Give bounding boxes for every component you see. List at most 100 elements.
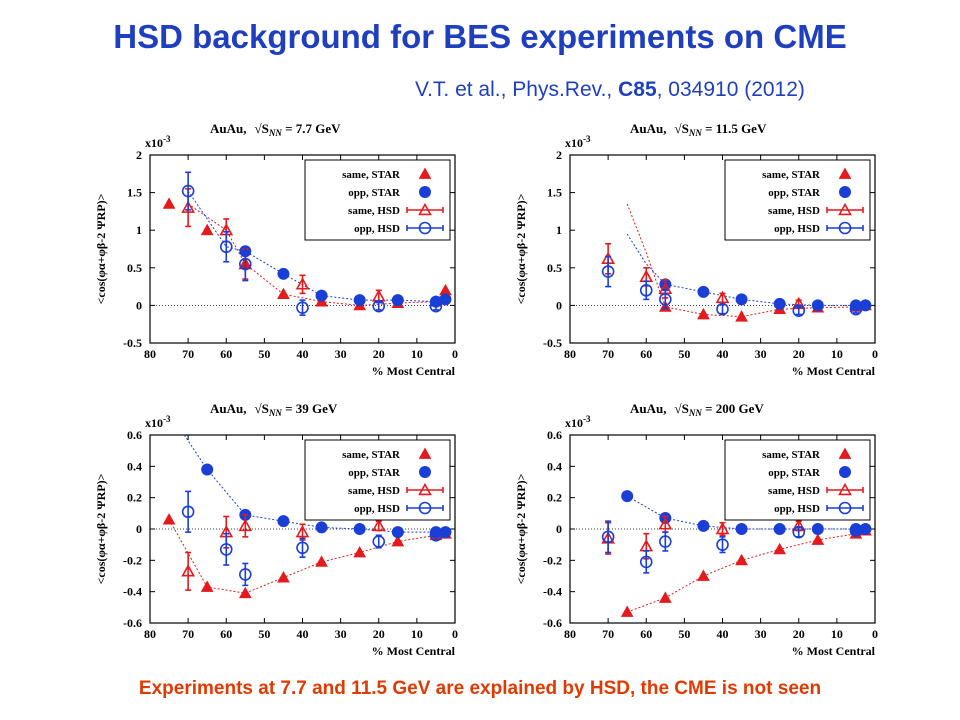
scale-label: x10-3 <box>565 134 591 150</box>
data-point <box>162 197 176 209</box>
legend-marker <box>838 167 852 179</box>
opp-trend-line <box>187 190 446 303</box>
series-opp-star <box>239 245 452 308</box>
legend-marker <box>838 447 852 459</box>
data-point <box>439 293 452 306</box>
series-opp-hsd <box>601 520 863 574</box>
x-tick-label: 40 <box>297 627 309 641</box>
scale-label: x10-3 <box>145 134 171 150</box>
data-point <box>792 525 806 539</box>
x-tick-label: 60 <box>640 627 652 641</box>
data-point <box>181 200 195 213</box>
legend-label: opp, STAR <box>348 187 401 199</box>
data-point <box>811 533 825 545</box>
data-point <box>295 524 310 538</box>
x-axis-label: % Most Central <box>792 644 876 658</box>
footer-note: Experiments at 7.7 and 11.5 GeV are expl… <box>138 678 822 699</box>
legend-marker <box>838 202 852 216</box>
series-same-star <box>620 524 872 617</box>
legend-label: opp, HSD <box>354 223 400 235</box>
data-point <box>296 541 309 555</box>
y-tick-label: 2 <box>136 148 142 162</box>
y-axis-label: <cos(φα+φβ-2 ΨRP)> <box>514 193 528 304</box>
legend-label: same, STAR <box>762 169 821 181</box>
y-tick-label: 0 <box>136 298 142 312</box>
data-point <box>859 523 872 535</box>
legend-marker <box>839 186 851 198</box>
data-point <box>239 257 252 271</box>
data-point <box>429 299 443 313</box>
data-point <box>239 568 252 581</box>
x-tick-label: 20 <box>373 347 385 361</box>
data-point <box>181 564 195 577</box>
y-tick-label: 2 <box>556 148 562 162</box>
x-tick-label: 10 <box>831 627 843 641</box>
data-point <box>811 523 824 535</box>
citation-volume: C85 <box>618 78 657 101</box>
data-point <box>620 605 634 617</box>
data-point <box>391 526 404 539</box>
data-point <box>735 310 748 322</box>
legend-marker <box>839 466 851 478</box>
x-tick-label: 10 <box>411 627 423 641</box>
data-point <box>849 524 863 537</box>
data-point <box>716 302 729 316</box>
x-axis-label: % Most Central <box>792 364 876 378</box>
y-tick-label: -0.4 <box>543 585 562 599</box>
trend-lines <box>626 495 866 613</box>
legend-label: opp, HSD <box>774 503 820 515</box>
y-axis-label: <cos(φα+φβ-2 ΨRP)> <box>94 473 108 584</box>
y-tick-label: -0.5 <box>543 336 562 350</box>
x-tick-label: 60 <box>220 627 232 641</box>
data-point <box>353 545 367 558</box>
legend-label: same, HSD <box>768 205 820 217</box>
y-tick-label: -0.2 <box>123 553 142 567</box>
scale-label: x10-3 <box>145 414 171 430</box>
legend-label: opp, HSD <box>774 223 820 235</box>
data-point <box>716 538 729 551</box>
chart-title: AuAu, √SNN = 7.7 GeV <box>210 121 341 138</box>
y-axis-label: <cos(φα+φβ-2 ΨRP)> <box>94 193 108 304</box>
x-axis-label: % Most Central <box>372 364 456 378</box>
series-same-star <box>162 513 452 599</box>
chart-39-gev: AuAu, √SNN = 39 GeV x10-3 80 70 60 50 40 30 20 10 0… <box>94 401 458 658</box>
x-tick-label: 70 <box>602 627 614 641</box>
data-point <box>639 284 653 297</box>
x-tick-label: 20 <box>793 347 805 361</box>
data-point <box>200 223 214 236</box>
data-point <box>658 517 673 530</box>
y-tick-label: 0 <box>556 522 562 536</box>
x-tick-label: 60 <box>220 347 232 361</box>
x-tick-label: 40 <box>297 347 309 361</box>
data-point <box>181 184 195 198</box>
x-tick-label: 50 <box>678 347 690 361</box>
data-point <box>773 542 787 555</box>
y-tick-label: 0 <box>136 522 142 536</box>
legend-label: same, HSD <box>348 485 400 497</box>
x-tick-label: 80 <box>564 347 576 361</box>
y-tick-label: -0.5 <box>123 336 142 350</box>
x-tick-label: 50 <box>258 347 270 361</box>
x-tick-label: 0 <box>872 347 878 361</box>
data-point <box>658 591 672 603</box>
data-point <box>773 297 786 310</box>
data-point <box>315 521 328 534</box>
opp-trend-line <box>626 495 866 530</box>
x-tick-label: 0 <box>452 347 458 361</box>
data-point <box>659 535 672 548</box>
x-tick-label: 80 <box>144 627 156 641</box>
same-trend-line <box>626 203 866 318</box>
data-point <box>219 543 233 556</box>
series-opp-hsd <box>601 255 863 317</box>
legend-marker <box>418 482 432 496</box>
x-tick-label: 40 <box>717 347 729 361</box>
data-point <box>697 285 710 298</box>
data-point <box>639 555 653 569</box>
legend-marker <box>838 221 852 235</box>
legend-marker <box>418 501 432 515</box>
legend-marker <box>419 186 431 198</box>
y-tick-label: -0.6 <box>123 616 142 630</box>
legend-marker <box>418 167 432 179</box>
x-tick-label: 30 <box>755 347 767 361</box>
